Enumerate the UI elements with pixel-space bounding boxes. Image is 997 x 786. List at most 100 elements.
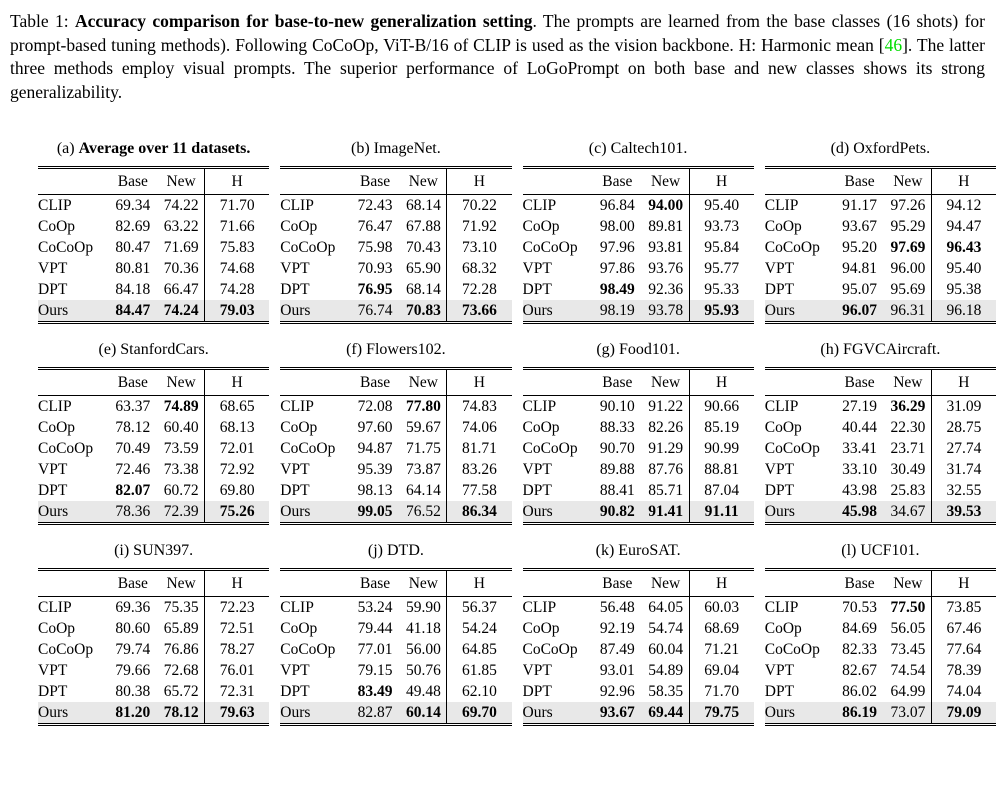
method-cell: Ours [522,503,553,520]
table-row: CoOp 92.19 54.74 68.69 [523,618,754,639]
method-cell: CLIP [522,398,557,415]
value-cell: 89.81 [648,218,684,235]
method-cell: CoCoOp [522,641,578,658]
value-cell: 91.41 [648,503,684,520]
value-cell: 96.00 [890,260,926,277]
header-row: Base New H [764,569,996,597]
new-column-header: New [642,569,689,597]
value-cell: 74.83 [446,395,512,417]
value-cell: 84.47 [115,302,151,319]
value-cell: 64.14 [405,482,441,499]
subtable: (j) DTD. Base New H CLIP 53.24 59.90 56.37 C… [280,542,512,726]
base-column-header: Base [107,368,159,396]
value-cell: 59.90 [405,599,441,616]
value-cell: 69.36 [115,599,151,616]
value-cell: 65.89 [163,620,199,637]
value-cell: 81.20 [115,704,151,721]
value-cell: 65.90 [405,260,441,277]
value-cell: 97.60 [357,419,393,436]
value-cell: 82.67 [842,662,877,679]
citation-link[interactable]: 46 [884,34,903,55]
value-cell: 82.33 [842,641,877,658]
table-row: Ours 76.74 70.83 73.66 [280,300,512,323]
subtable-title: (g) Food101. [523,341,754,359]
value-cell: 87.04 [688,480,754,501]
value-cell: 31.74 [930,459,996,480]
value-cell: 62.10 [446,681,512,702]
table-row: CoOp 84.69 56.05 67.46 [765,618,996,639]
h-column-header: H [688,167,754,195]
table-row: CoCoOp 79.74 76.86 78.27 [38,639,270,660]
value-cell: 75.35 [163,599,199,616]
value-cell: 69.44 [648,704,684,721]
value-cell: 31.09 [930,395,996,417]
method-cell: CLIP [764,398,799,415]
table-row: CLIP 69.36 75.35 72.23 [38,596,270,618]
value-cell: 54.74 [648,620,684,637]
value-cell: 90.99 [688,438,754,459]
header-row: Base New H [522,569,754,597]
method-cell: VPT [522,662,552,679]
method-cell: CLIP [764,599,799,616]
method-cell: Ours [280,302,311,319]
value-cell: 83.26 [446,459,512,480]
value-cell: 95.77 [688,258,754,279]
table-row: CoCoOp 97.96 93.81 95.84 [523,237,754,258]
h-column-header: H [930,368,996,396]
subtable-label: (c) [588,140,607,157]
value-cell: 76.01 [204,660,270,681]
h-column-header: H [688,569,754,597]
method-cell: VPT [38,662,68,679]
table-row: Ours 86.19 73.07 79.09 [764,702,996,725]
table-row: CLIP 69.34 74.22 71.70 [38,194,270,216]
value-cell: 72.51 [204,618,270,639]
table-row: CoCoOp 75.98 70.43 73.10 [280,237,512,258]
table-row: VPT 95.39 73.87 83.26 [280,459,512,480]
value-cell: 94.81 [842,260,877,277]
method-cell: CoOp [280,620,318,637]
table-row: CoOp 93.67 95.29 94.47 [765,216,996,237]
results-table: Base New H CLIP 56.48 64.05 60.03 CoOp 92.19 5… [522,568,754,726]
new-column-header: New [400,368,447,396]
value-cell: 56.48 [599,599,635,616]
value-cell: 45.98 [842,503,877,520]
value-cell: 70.83 [405,302,441,319]
value-cell: 84.18 [115,281,151,298]
table-row: DPT 92.96 58.35 71.70 [523,681,754,702]
method-cell: CoCoOp [764,440,820,457]
subtable-title: (a) Average over 11 datasets. [38,140,269,158]
value-cell: 73.85 [930,596,996,618]
subtable-label: (h) [820,341,840,358]
value-cell: 28.75 [930,417,996,438]
value-cell: 72.23 [204,596,270,618]
table-row: Ours 45.98 34.67 39.53 [764,501,996,524]
table-row: DPT 43.98 25.83 32.55 [765,480,996,501]
value-cell: 94.47 [930,216,996,237]
value-cell: 78.36 [115,503,151,520]
subtable-dataset-name: Flowers102. [366,341,446,358]
base-column-header: Base [591,368,643,396]
subtable-title: (j) DTD. [280,542,511,560]
method-column-header [764,569,835,597]
method-cell: VPT [764,260,795,277]
value-cell: 72.68 [163,662,199,679]
h-column-header: H [204,569,270,597]
subtable-dataset-name: SUN397. [133,542,194,559]
value-cell: 68.14 [405,197,441,214]
value-cell: 67.88 [405,218,441,235]
subtable-label: (l) [841,542,857,559]
caption-tail-text: ]. The latter three methods employ visua… [10,34,985,102]
value-cell: 79.74 [115,641,151,658]
base-column-header: Base [834,167,885,195]
method-cell: CoCoOp [522,440,578,457]
value-cell: 98.13 [357,482,393,499]
subtable: (f) Flowers102. Base New H CLIP 72.08 77.8… [280,341,512,525]
value-cell: 95.84 [688,237,754,258]
results-table: Base New H CLIP 69.36 75.35 72.23 CoOp 80.60 6… [38,568,270,726]
method-cell: Ours [280,704,311,721]
method-cell: CLIP [522,197,557,214]
table-row: VPT 79.66 72.68 76.01 [38,660,270,681]
value-cell: 74.22 [163,197,199,214]
table-row: DPT 98.13 64.14 77.58 [280,480,512,501]
value-cell: 76.95 [357,281,393,298]
